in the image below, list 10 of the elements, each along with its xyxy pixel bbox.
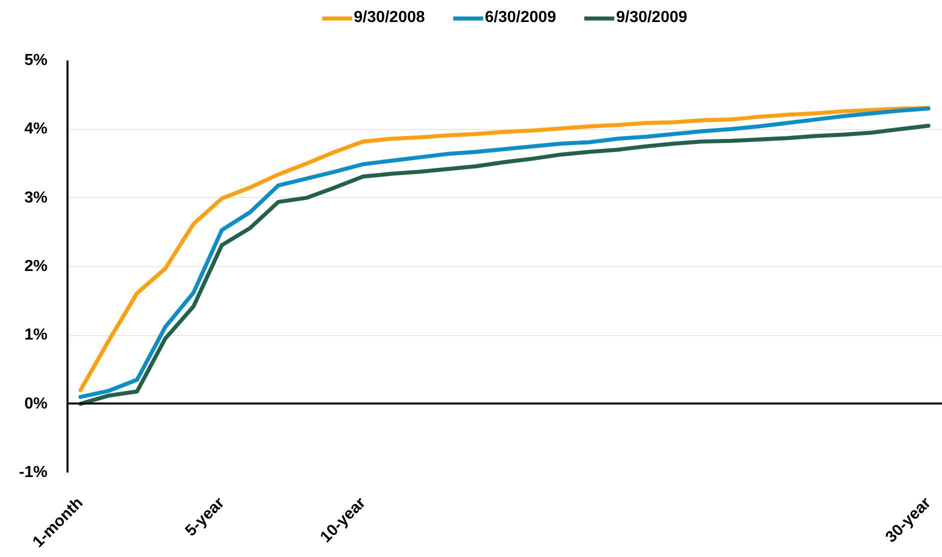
y-tick-label: 3%	[24, 189, 48, 206]
y-tick-label: -1%	[19, 464, 48, 481]
legend-label: 9/30/2009	[616, 9, 688, 27]
y-tick-label: 4%	[24, 120, 48, 138]
y-tick-label: 2%	[24, 258, 48, 275]
y-tick-label: 1%	[24, 326, 48, 344]
y-tick-label: 5%	[24, 52, 48, 69]
legend-label: 6/30/2009	[484, 9, 556, 27]
y-tick-label: 0%	[24, 395, 48, 412]
legend-label: 9/30/2008	[354, 9, 425, 27]
